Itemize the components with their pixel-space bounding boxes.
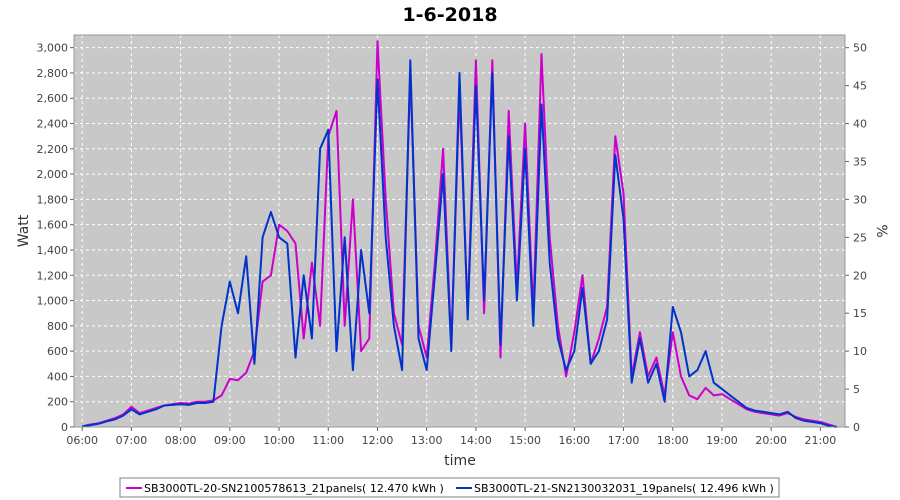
x-tick-label: 10:00 (263, 434, 295, 447)
y-tick-label: 1,400 (37, 244, 69, 257)
series-line-2 (82, 59, 837, 428)
y-tick-label: 400 (47, 370, 68, 383)
y2-tick-label: 25 (853, 231, 867, 244)
y2-tick-label: 30 (853, 193, 867, 206)
x-tick-label: 08:00 (165, 434, 197, 447)
x-tick-label: 06:00 (66, 434, 98, 447)
y-tick-label: 2,600 (37, 92, 69, 105)
y2-tick-label: 35 (853, 155, 867, 168)
y-tick-label: 200 (47, 396, 68, 409)
y2-tick-label: 15 (853, 307, 867, 320)
x-axis-label: time (444, 453, 476, 469)
x-tick-label: 16:00 (558, 434, 590, 447)
plot-border (73, 34, 846, 428)
y-tick-label: 2,200 (37, 143, 69, 156)
series-lines (81, 40, 838, 428)
y2-tick-label: 10 (853, 345, 867, 358)
y2-tick-label: 20 (853, 269, 867, 282)
legend-label-2: SB3000TL-21-SN2130032031_19panels( 12.49… (474, 482, 774, 495)
x-tick-label: 20:00 (755, 434, 787, 447)
y-tick-label: 0 (61, 421, 68, 434)
y-tick-label: 2,400 (37, 118, 69, 131)
y2-tick-label: 45 (853, 80, 867, 93)
x-tick-label: 15:00 (509, 434, 541, 447)
x-tick-label: 18:00 (657, 434, 689, 447)
legend-entries: SB3000TL-20-SN2100578613_21panels( 12.47… (126, 482, 774, 495)
x-tick-label: 14:00 (460, 434, 492, 447)
y-tick-label: 1,200 (37, 269, 69, 282)
x-tick-label: 12:00 (362, 434, 394, 447)
y-axis-label: Watt (16, 214, 32, 247)
y2-axis-label: % (873, 224, 889, 237)
y-tick-label: 2,000 (37, 168, 69, 181)
y-tick-label: 1,800 (37, 193, 69, 206)
x-tick-label: 11:00 (312, 434, 344, 447)
x-axis-ticks: 06:00 07:00 08:00 09:00 10:00 11:00 12:00 13:00… (66, 427, 836, 447)
x-tick-label: 19:00 (706, 434, 738, 447)
x-tick-label: 13:00 (411, 434, 443, 447)
chart-title: 1-6-2018 (402, 4, 497, 26)
y-tick-label: 2,800 (37, 67, 69, 80)
x-tick-label: 07:00 (116, 434, 148, 447)
y2-axis-ticks: 0 5 10 15 20 25 30 35 40 45 50 (845, 42, 867, 434)
y-tick-label: 1,600 (37, 219, 69, 232)
y2-tick-label: 5 (853, 383, 860, 396)
y2-tick-label: 50 (853, 42, 867, 55)
y-axis-ticks: 0 200 400 600 800 1,000 1,200 1,400 1,600 1,800 2,… (37, 42, 74, 434)
x-tick-label: 17:00 (608, 434, 640, 447)
y-tick-label: 800 (47, 320, 68, 333)
y-tick-label: 1,000 (37, 295, 69, 308)
y-tick-label: 600 (47, 345, 68, 358)
legend-label-1: SB3000TL-20-SN2100578613_21panels( 12.47… (144, 482, 444, 495)
y-tick-label: 3,000 (37, 42, 69, 55)
x-tick-label: 09:00 (214, 434, 246, 447)
x-tick-label: 21:00 (805, 434, 837, 447)
y2-tick-label: 0 (853, 421, 860, 434)
legend (119, 477, 780, 498)
y2-tick-label: 40 (853, 118, 867, 131)
